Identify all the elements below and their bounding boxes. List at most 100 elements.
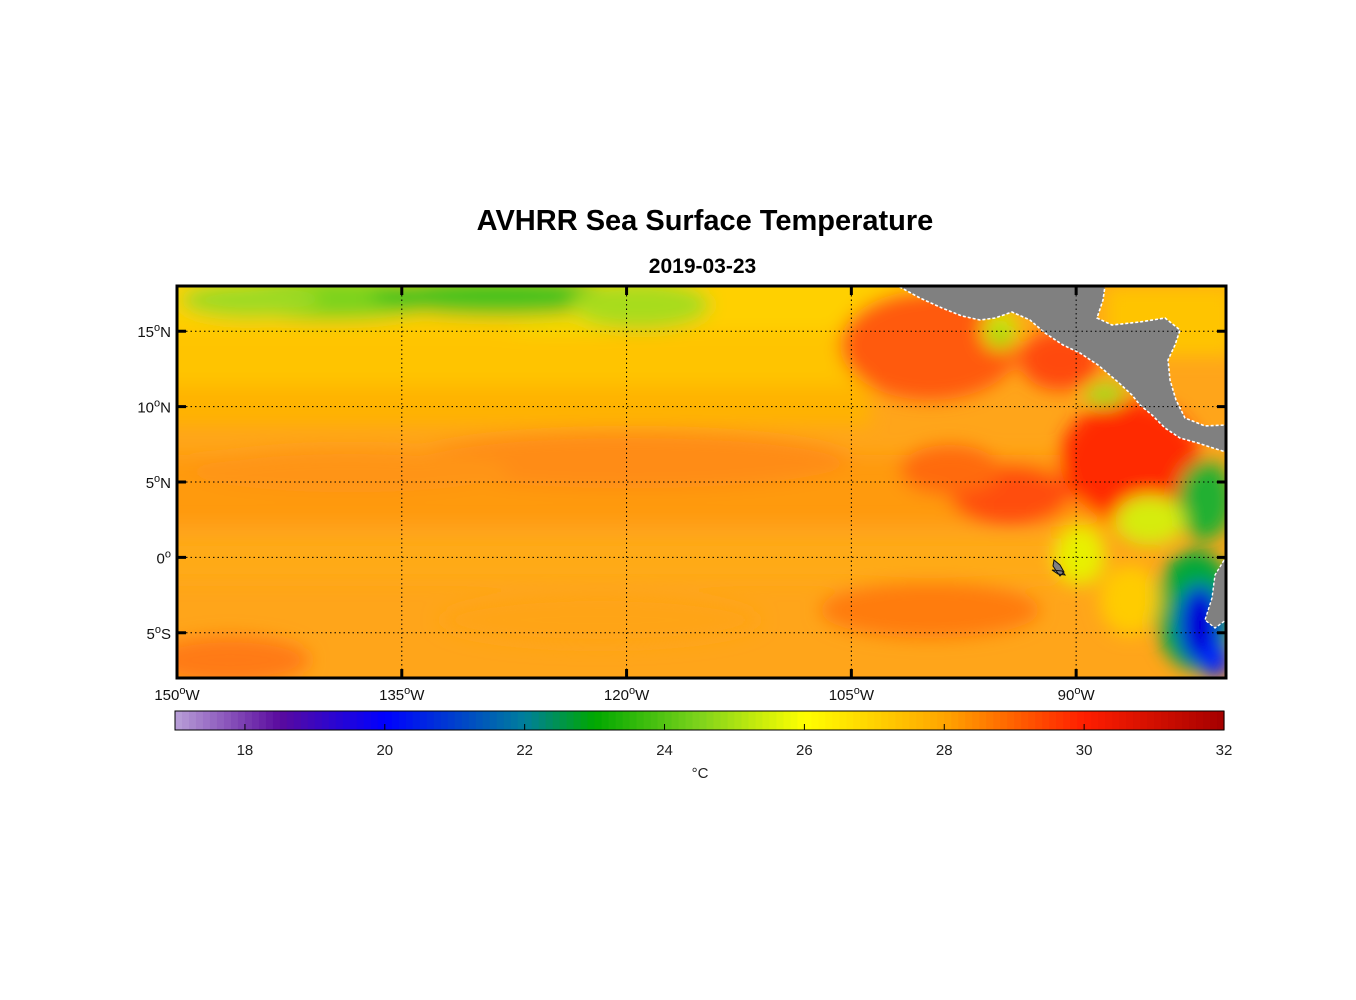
colorbar-cells bbox=[175, 711, 1225, 730]
colorbar-cell bbox=[538, 711, 547, 730]
colorbar-cell bbox=[867, 711, 875, 730]
colorbar-cell bbox=[853, 711, 861, 730]
colorbar-cell bbox=[895, 711, 903, 730]
colorbar-cell bbox=[615, 711, 624, 730]
colorbar-cell bbox=[832, 711, 840, 730]
colorbar-cell bbox=[818, 711, 826, 730]
colorbar-cell bbox=[300, 711, 309, 730]
colorbar-cell bbox=[958, 711, 966, 730]
colorbar-cell bbox=[608, 711, 617, 730]
colorbar-cell bbox=[776, 711, 785, 730]
sst-field bbox=[177, 286, 1226, 678]
colorbar-cell bbox=[307, 711, 316, 730]
colorbar-cell bbox=[748, 711, 757, 730]
y-tick-label: 5oS bbox=[147, 624, 171, 643]
colorbar-cell bbox=[678, 711, 687, 730]
colorbar-cell bbox=[1168, 711, 1176, 730]
colorbar-cell bbox=[237, 711, 246, 730]
colorbar-cell bbox=[391, 711, 400, 730]
colorbar-cell bbox=[244, 711, 253, 730]
colorbar-cell bbox=[475, 711, 484, 730]
colorbar-cell bbox=[1056, 711, 1064, 730]
colorbar-cell bbox=[216, 711, 225, 730]
colorbar-cell bbox=[1098, 711, 1106, 730]
colorbar-cell bbox=[797, 711, 805, 730]
colorbar-cell bbox=[769, 711, 778, 730]
south-america-land bbox=[1204, 555, 1226, 629]
colorbar-cell bbox=[1210, 711, 1218, 730]
colorbar-cell bbox=[622, 711, 631, 730]
colorbar-cell bbox=[902, 711, 910, 730]
x-tick-label: 105oW bbox=[829, 685, 875, 704]
colorbar-cell bbox=[468, 711, 477, 730]
colorbar-cell bbox=[202, 711, 211, 730]
colorbar-cell bbox=[251, 711, 260, 730]
colorbar-cell bbox=[1014, 711, 1022, 730]
colorbar-cell bbox=[986, 711, 994, 730]
colorbar-cell bbox=[629, 711, 638, 730]
colorbar-cell bbox=[398, 711, 407, 730]
colorbar-cell bbox=[293, 711, 302, 730]
colorbar-cell bbox=[727, 711, 736, 730]
colorbar-cell bbox=[944, 711, 952, 730]
colorbar-cell bbox=[454, 711, 463, 730]
colorbar-cell bbox=[1028, 711, 1036, 730]
y-tick-label: 15oN bbox=[137, 322, 171, 341]
colorbar-cell bbox=[314, 711, 323, 730]
colorbar-cell bbox=[209, 711, 218, 730]
colorbar-cell bbox=[951, 711, 959, 730]
x-tick-label: 90oW bbox=[1058, 685, 1096, 704]
colorbar-cell bbox=[888, 711, 896, 730]
colorbar-cell bbox=[419, 711, 428, 730]
y-tick-label: 10oN bbox=[137, 398, 171, 417]
colorbar-tick-label: 24 bbox=[656, 742, 673, 759]
colorbar-cell bbox=[426, 711, 435, 730]
colorbar-cell bbox=[706, 711, 715, 730]
colorbar-cell bbox=[937, 711, 945, 730]
x-tick-label: 150oW bbox=[154, 685, 200, 704]
colorbar-cell bbox=[1196, 711, 1204, 730]
colorbar-cell bbox=[755, 711, 764, 730]
colorbar-cell bbox=[1021, 711, 1029, 730]
colorbar-cell bbox=[286, 711, 295, 730]
colorbar-cell bbox=[545, 711, 554, 730]
colorbar-cell bbox=[363, 711, 372, 730]
colorbar-cell bbox=[643, 711, 652, 730]
colorbar-tick-label: 28 bbox=[936, 742, 953, 759]
y-axis: 15oN 10oN 5oN 0o 5oS bbox=[137, 322, 1226, 643]
colorbar-cell bbox=[188, 711, 197, 730]
colorbar-cell bbox=[377, 711, 386, 730]
colorbar-cell bbox=[1000, 711, 1008, 730]
colorbar-cell bbox=[356, 711, 365, 730]
colorbar-cell bbox=[874, 711, 882, 730]
colorbar-cell bbox=[979, 711, 987, 730]
colorbar-tick-label: 22 bbox=[516, 742, 533, 759]
colorbar-cell bbox=[1161, 711, 1169, 730]
colorbar-cell bbox=[1112, 711, 1120, 730]
x-tick-label: 135oW bbox=[379, 685, 425, 704]
colorbar-cell bbox=[258, 711, 267, 730]
colorbar-cell bbox=[664, 711, 673, 730]
colorbar-cell bbox=[384, 711, 393, 730]
y-tick-label: 0o bbox=[157, 548, 171, 567]
colorbar-cell bbox=[482, 711, 491, 730]
colorbar-cell bbox=[587, 711, 596, 730]
colorbar-cell bbox=[272, 711, 281, 730]
colorbar-cell bbox=[734, 711, 743, 730]
colorbar-cell bbox=[1154, 711, 1162, 730]
colorbar-cell bbox=[1133, 711, 1141, 730]
colorbar-cell bbox=[601, 711, 610, 730]
colorbar-cell bbox=[713, 711, 722, 730]
colorbar-cell bbox=[1140, 711, 1148, 730]
colorbar-cell bbox=[804, 711, 812, 730]
x-axis: 150oW 135oW 120oW 105oW 90oW bbox=[154, 286, 1095, 704]
colorbar-cell bbox=[175, 711, 183, 730]
colorbar-cell bbox=[692, 711, 701, 730]
colorbar-cell bbox=[1119, 711, 1127, 730]
colorbar-cell bbox=[517, 711, 526, 730]
colorbar-cell bbox=[321, 711, 330, 730]
colorbar-cell bbox=[335, 711, 344, 730]
colorbar-cell bbox=[650, 711, 659, 730]
colorbar-cell bbox=[1042, 711, 1050, 730]
